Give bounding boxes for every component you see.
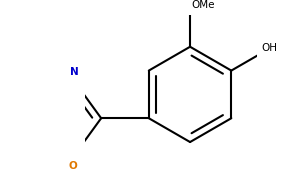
Text: OH: OH [261,43,277,53]
Text: N: N [70,67,79,76]
Text: O: O [69,161,78,171]
Text: OMe: OMe [191,0,215,10]
